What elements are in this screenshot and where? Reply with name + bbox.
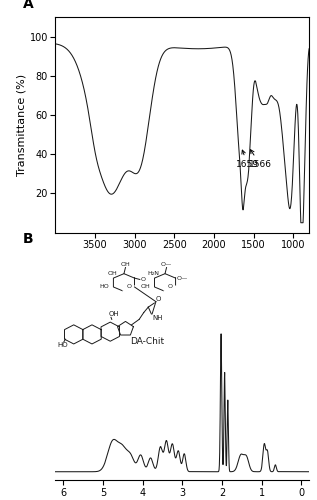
Text: 1566: 1566 bbox=[249, 150, 272, 169]
Text: 1659: 1659 bbox=[236, 150, 259, 169]
Y-axis label: Transmittance (%): Transmittance (%) bbox=[17, 74, 27, 176]
X-axis label: Wavenumber (cm⁻¹): Wavenumber (cm⁻¹) bbox=[125, 253, 239, 263]
Text: A: A bbox=[23, 0, 33, 11]
Text: B: B bbox=[23, 232, 33, 245]
